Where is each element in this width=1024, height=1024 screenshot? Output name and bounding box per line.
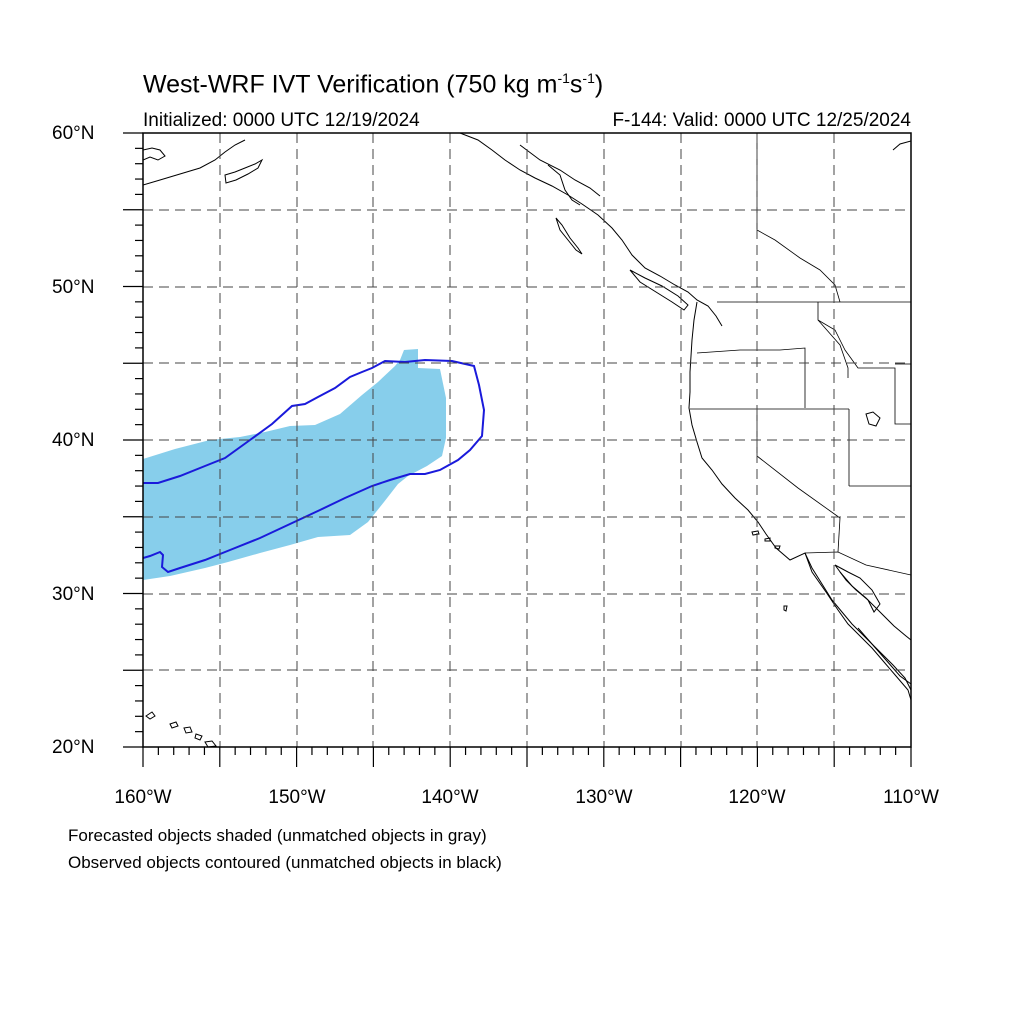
coastlines: [143, 133, 911, 747]
lon-label-150w: 150°W: [268, 787, 326, 808]
axis-ticks: [123, 132, 912, 767]
lat-label-60: 60°N: [52, 123, 95, 144]
valid-time: F-144: Valid: 0000 UTC 12/25/2024: [612, 110, 911, 131]
political-borders: [690, 133, 911, 576]
lat-label-30: 30°N: [52, 584, 95, 605]
lat-label-20: 20°N: [52, 737, 95, 758]
observed-object: [143, 358, 486, 574]
lon-label-160w: 160°W: [114, 787, 172, 808]
caption-observed: Observed objects contoured (unmatched ob…: [68, 853, 502, 872]
lon-label-140w: 140°W: [421, 787, 479, 808]
lat-label-40: 40°N: [52, 430, 95, 451]
lon-label-110w: 110°W: [883, 787, 939, 808]
forecast-object: [143, 349, 446, 580]
lon-label-120w: 120°W: [728, 787, 786, 808]
initialized-time: Initialized: 0000 UTC 12/19/2024: [143, 110, 420, 131]
caption-forecast: Forecasted objects shaded (unmatched obj…: [68, 826, 487, 845]
chart-title: West-WRF IVT Verification (750 kg m-1s-1…: [143, 70, 604, 99]
lat-label-50: 50°N: [52, 277, 95, 298]
grid-lines: [143, 133, 911, 747]
lon-label-130w: 130°W: [575, 787, 633, 808]
